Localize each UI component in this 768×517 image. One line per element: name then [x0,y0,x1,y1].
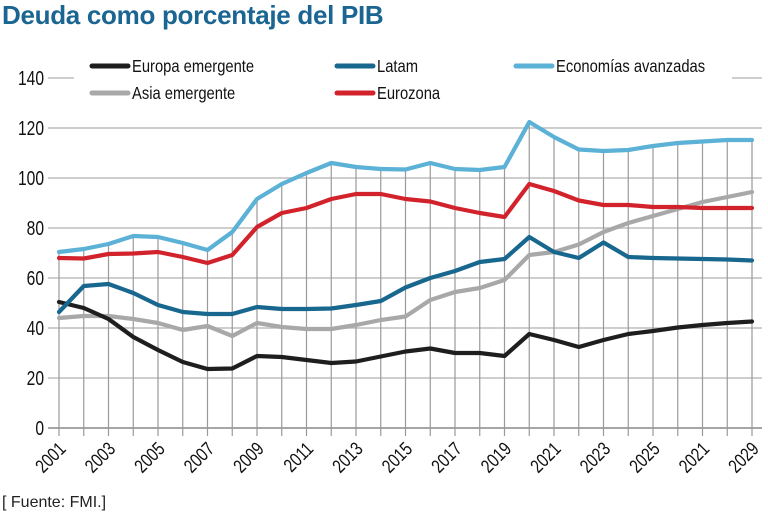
y-axis-ticks: 0 20 40 60 80 100 120 140 [18,67,44,439]
x-tick-label: 2009 [229,438,269,478]
legend-background [74,58,732,108]
x-tick-label: 2003 [80,438,120,478]
y-tick-label: 120 [18,117,44,139]
legend-label: Economías avanzadas [556,57,705,77]
x-tick-label: 2025 [625,438,665,478]
legend-item-europa-emergente: Europa emergente [89,57,254,77]
y-tick-label: 60 [27,267,44,289]
x-tick-label: 2023 [575,438,615,478]
x-tick-label: 2021 [526,438,566,478]
legend-item-economias-avanzadas: Economías avanzadas [513,57,705,77]
x-axis-ticks: 2001 2003 2005 2007 2009 2011 2013 2015 2017 2019… [31,438,764,478]
x-tick-label: 2007 [179,438,219,478]
x-tick-label: 2005 [130,438,170,478]
legend-item-eurozona: Eurozona [334,84,441,104]
x-tick-label: 2011 [279,438,318,477]
y-tick-label: 0 [35,417,44,439]
legend-label: Eurozona [377,84,441,104]
y-tick-label: 80 [27,217,44,239]
source-note: [ Fuente: FMI.] [2,494,107,511]
legend-label: Asia emergente [132,84,235,104]
x-tick-label: 2001 [31,438,71,478]
x-tick-label: 2029 [724,438,764,478]
y-tick-label: 100 [18,167,44,189]
legend: Europa emergente Latam Economías avanzadas… [89,57,705,104]
legend-label: Europa emergente [132,57,254,77]
legend-item-asia-emergente: Asia emergente [89,84,235,104]
chart-title: Deuda como porcentaje del PIB [2,0,384,30]
y-tick-label: 140 [18,67,44,89]
x-tick-label: 2017 [427,438,467,478]
x-tick-label: 2019 [476,438,516,478]
legend-item-latam: Latam [334,57,418,77]
series-group [56,119,755,372]
y-tick-label: 40 [27,317,44,339]
x-tick-label: 2015 [377,438,417,478]
x-tick-label: 2021 [674,438,714,478]
x-tick-label: 2013 [328,438,368,478]
legend-label: Latam [377,57,418,77]
y-tick-label: 20 [27,367,44,389]
